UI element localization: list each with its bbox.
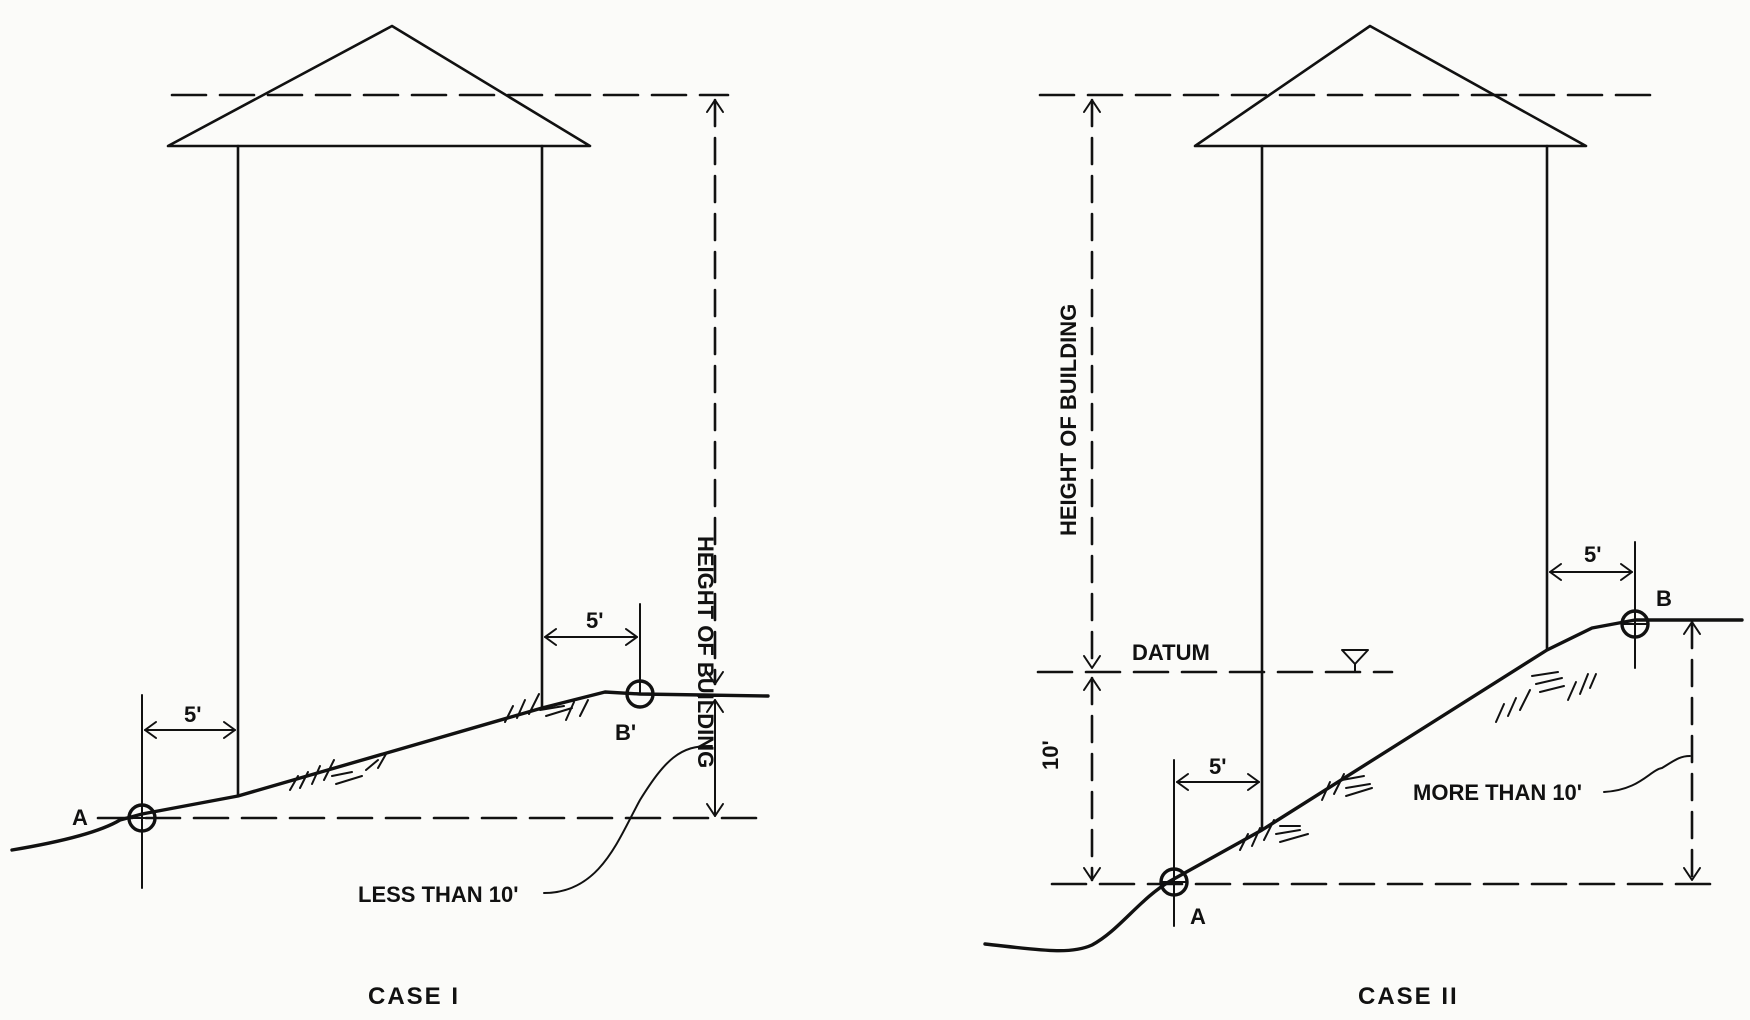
case-i-right-offset-label: 5' — [586, 608, 603, 633]
case-i-caption: CASE I — [368, 983, 460, 1010]
case-ii-height-arrow-top — [1083, 99, 1101, 113]
case-ii-figure: A B 5' 5' DATUM 10' HEIGHT OF BUILDING M… — [983, 24, 1744, 1010]
case-ii-datum-offset-label: 10' — [1038, 740, 1063, 770]
case-ii-point-b-label: B — [1656, 586, 1672, 611]
case-ii-difference-note: MORE THAN 10' — [1413, 780, 1582, 805]
case-ii-right-offset-label: 5' — [1584, 542, 1601, 567]
case-ii-right-offset-arrow-right — [1620, 563, 1633, 581]
case-ii-right-offset-arrow-left — [1549, 563, 1562, 581]
case-i-left-offset-arrow-right — [223, 721, 236, 739]
case-ii-height-label: HEIGHT OF BUILDING — [1056, 304, 1081, 536]
case-i-slope-hatching — [289, 693, 589, 791]
case-i-difference-note: LESS THAN 10' — [358, 882, 519, 907]
case-ii-difference-arrow-bottom — [1683, 867, 1701, 881]
case-i-right-offset-arrow-left — [544, 628, 557, 646]
case-ii-difference-arrow-top — [1683, 621, 1701, 635]
case-i-figure: A B' 5' 5' HEIGHT OF BUILDING LESS THAN … — [10, 24, 770, 1010]
case-i-left-offset-arrow-left — [144, 721, 157, 739]
case-ii-datum-offset-arrow-top — [1083, 677, 1101, 691]
case-i-note-leader — [543, 744, 713, 894]
case-ii-note-leader — [1603, 755, 1691, 793]
case-i-point-a-label: A — [72, 805, 88, 830]
case-ii-datum-symbol — [1341, 649, 1369, 665]
case-ii-ground-line — [983, 618, 1744, 953]
case-ii-datum-offset-arrow-bottom — [1083, 867, 1101, 881]
case-i-ground-line — [10, 690, 770, 852]
case-ii-datum-label: DATUM — [1132, 640, 1210, 665]
case-ii-left-offset-label: 5' — [1209, 754, 1226, 779]
case-i-height-arrow-bottom — [706, 671, 724, 685]
case-i-height-arrow-top — [706, 99, 724, 113]
case-ii-point-a-label: A — [1190, 904, 1206, 929]
case-ii-roof — [1193, 24, 1588, 148]
case-i-point-b-label: B' — [615, 720, 636, 745]
case-ii-left-offset-arrow-right — [1247, 773, 1260, 791]
case-i-difference-arrow-top — [706, 699, 724, 713]
case-i-left-offset-label: 5' — [184, 702, 201, 727]
case-i-height-label: HEIGHT OF BUILDING — [693, 536, 718, 768]
case-i-roof — [166, 24, 592, 148]
case-ii-height-arrow-bottom — [1083, 655, 1101, 669]
case-ii-left-offset-arrow-left — [1176, 773, 1189, 791]
case-i-right-offset-arrow-right — [625, 628, 638, 646]
case-ii-caption: CASE II — [1358, 983, 1459, 1010]
case-i-difference-arrow-bottom — [706, 803, 724, 817]
case-ii-slope-hatching — [1239, 671, 1597, 851]
